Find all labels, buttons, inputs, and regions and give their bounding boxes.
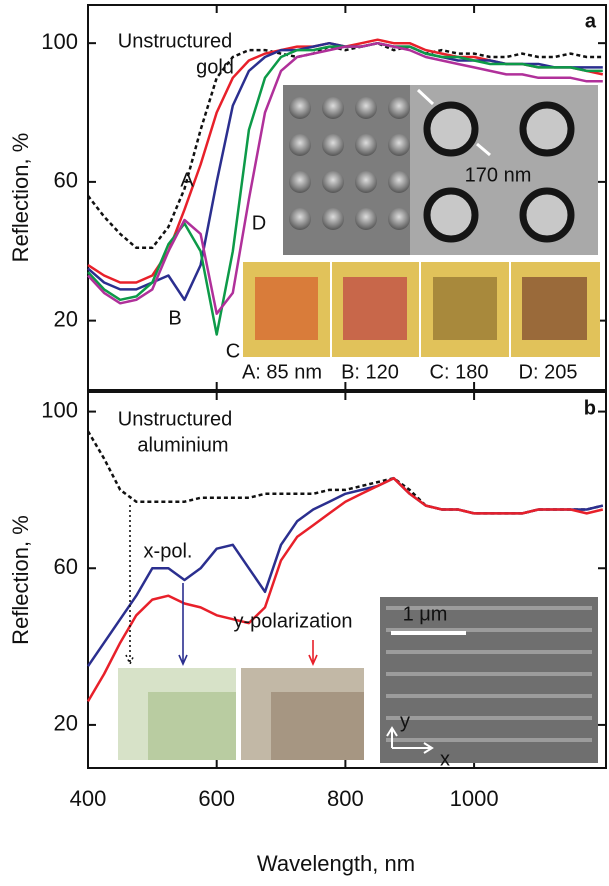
x-tick-label: 400 bbox=[70, 786, 107, 811]
annotation: B: 120 bbox=[341, 361, 399, 383]
y-tick-label: 60 bbox=[54, 554, 78, 579]
annotation: A: 85 nm bbox=[242, 361, 322, 383]
sem-bumps bbox=[289, 97, 410, 230]
swatch-dividers bbox=[330, 262, 511, 357]
x-tick-label: 800 bbox=[327, 786, 364, 811]
series-line bbox=[87, 41, 603, 315]
photo-sample bbox=[148, 692, 236, 760]
x-tick-label: 1000 bbox=[450, 786, 499, 811]
plot-frame bbox=[87, 391, 607, 769]
series-line bbox=[87, 41, 603, 250]
labels-layer: 20 60 100 a Reflection, % Unstructured gold A B C… bbox=[8, 10, 597, 876]
annotation: aluminium bbox=[137, 434, 228, 456]
series-layer bbox=[86, 38, 604, 703]
x-tick-label: 600 bbox=[198, 786, 235, 811]
insets bbox=[118, 85, 600, 763]
annotation: A bbox=[180, 169, 194, 191]
swatch bbox=[522, 277, 587, 340]
swatch bbox=[255, 277, 318, 340]
y-tick-label: 60 bbox=[54, 168, 78, 193]
photo-sample bbox=[271, 692, 364, 760]
annotation: C: 180 bbox=[430, 361, 489, 383]
swatch bbox=[343, 277, 407, 340]
sem-rings bbox=[423, 101, 575, 243]
panel-label: b bbox=[584, 397, 596, 419]
series-line bbox=[86, 430, 604, 515]
annotation: Unstructured bbox=[118, 30, 233, 52]
annotation: y bbox=[400, 710, 410, 732]
annotation: D bbox=[252, 212, 266, 234]
y-tick-label: 100 bbox=[41, 29, 78, 54]
annotation: B bbox=[168, 307, 181, 329]
annotation: x bbox=[440, 748, 450, 770]
swatch bbox=[433, 277, 497, 340]
annotation: 170 nm bbox=[465, 164, 532, 186]
annotation: x-pol. bbox=[144, 540, 193, 562]
annotation: y-polarization bbox=[234, 610, 353, 632]
series-line bbox=[86, 476, 604, 703]
y-axis-label: Reflection, % bbox=[8, 515, 33, 645]
x-axis-label: Wavelength, nm bbox=[257, 851, 415, 876]
annotation: gold bbox=[196, 56, 234, 78]
panel-label: a bbox=[585, 10, 597, 32]
annotation: 1 μm bbox=[403, 603, 448, 625]
arrows bbox=[416, 88, 491, 157]
axes-layer bbox=[87, 4, 607, 769]
y-tick-label: 20 bbox=[54, 711, 78, 736]
annotation: Unstructured bbox=[118, 408, 233, 430]
annotation: C bbox=[226, 340, 240, 362]
sem-grid bbox=[386, 606, 592, 742]
y-tick-label: 100 bbox=[41, 397, 78, 422]
y-axis-label: Reflection, % bbox=[8, 133, 33, 263]
annotation: D: 205 bbox=[519, 361, 578, 383]
y-tick-label: 20 bbox=[54, 306, 78, 331]
axis-arrows bbox=[386, 726, 434, 754]
sem-image bbox=[380, 597, 598, 763]
pointer-arrows bbox=[125, 505, 318, 666]
